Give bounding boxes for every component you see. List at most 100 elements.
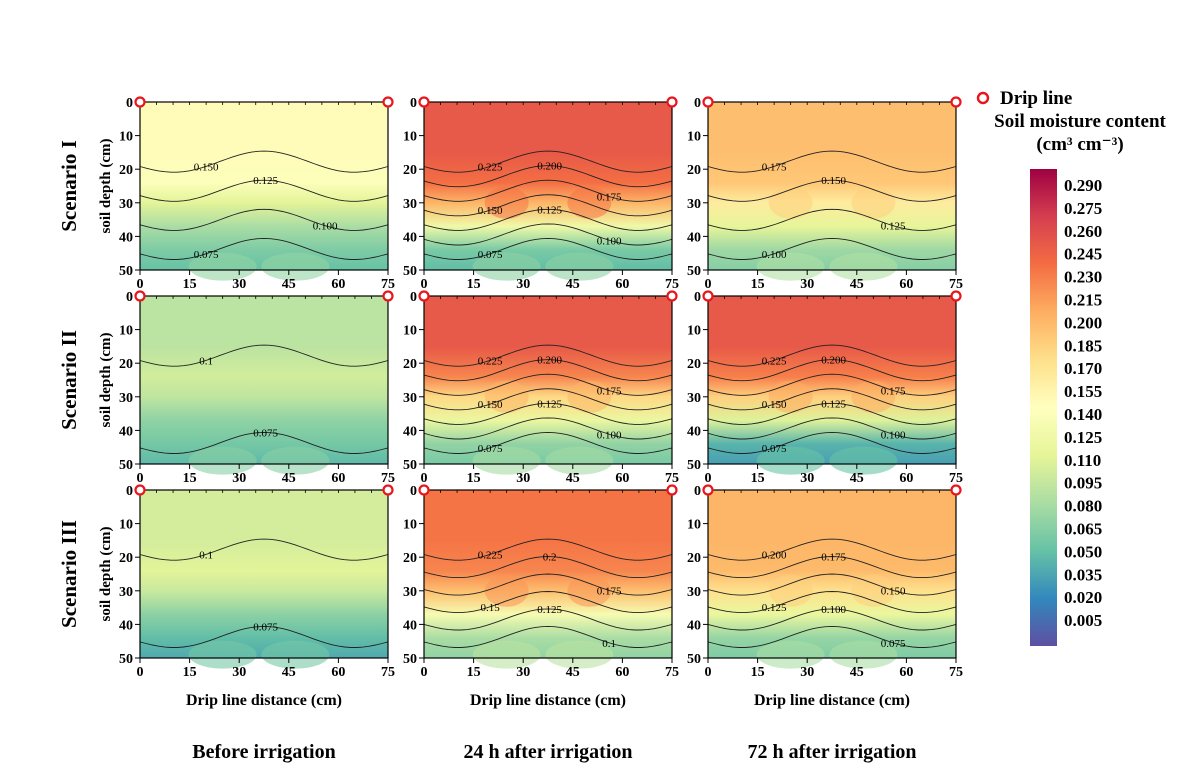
x-tick-label: 15 — [751, 665, 765, 680]
contour-label: 0.175 — [597, 386, 622, 398]
contour-label: 0.200 — [762, 549, 787, 561]
x-tick-label: 60 — [615, 277, 629, 292]
colorbar-tick-label: 0.035 — [1064, 565, 1102, 584]
wetting-bulb — [851, 186, 896, 219]
colorbar-tick-label: 0.095 — [1064, 474, 1102, 493]
contour-line — [139, 150, 389, 173]
x-tick-label: 75 — [665, 277, 679, 292]
contour-line — [423, 538, 673, 561]
x-tick-label: 0 — [421, 277, 428, 292]
colorbar-tick-label: 0.110 — [1064, 451, 1101, 470]
y-tick-label: 40 — [119, 424, 133, 439]
x-tick-label: 75 — [949, 277, 963, 292]
contour-line — [707, 417, 957, 440]
drip-line-marker — [382, 290, 394, 302]
y-tick-label: 50 — [119, 652, 133, 667]
y-tick-label: 50 — [403, 458, 417, 473]
colorbar-tick-label: 0.080 — [1064, 497, 1102, 516]
panel-frame — [423, 295, 673, 465]
y-tick-label: 10 — [687, 324, 701, 339]
contour-label: 0.150 — [821, 175, 846, 187]
drip-line-legend-label: Drip line — [1000, 88, 1072, 109]
contour-line — [707, 237, 957, 260]
contour-label: 0.175 — [597, 585, 622, 597]
x-tick-label: 45 — [850, 665, 864, 680]
contour-label: 0.075 — [253, 621, 278, 633]
x-tick-label: 45 — [850, 277, 864, 292]
colorbar-unit: (cm³ cm⁻³) — [1036, 134, 1123, 155]
column-label: 24 h after irrigation — [463, 741, 632, 763]
contour-line — [423, 237, 673, 260]
y-tick-label: 40 — [687, 230, 701, 245]
panel-1-2: 0.225 0.200 0.175 0.150 0.125 0.100 0.075 0 10 20… — [403, 96, 679, 292]
contour-line — [423, 625, 673, 648]
y-tick-label: 20 — [403, 551, 417, 566]
drip-line-marker — [666, 484, 678, 496]
contour-label: 0.075 — [762, 443, 787, 455]
moisture-lobe — [472, 640, 541, 669]
contour-line — [707, 359, 957, 382]
x-tick-label: 15 — [467, 471, 481, 486]
drip-line-marker — [666, 290, 678, 302]
contour-line — [423, 165, 673, 188]
y-tick-label: 30 — [119, 197, 133, 212]
contour-line — [423, 344, 673, 367]
panel-frame — [707, 295, 957, 465]
x-tick-label: 75 — [949, 471, 963, 486]
wetting-bulb — [567, 186, 612, 219]
contour-line — [139, 208, 389, 231]
wetting-bulb — [484, 380, 529, 413]
contour-line — [423, 208, 673, 231]
x-tick-label: 0 — [137, 471, 144, 486]
drip-line-marker — [950, 290, 962, 302]
contour-line — [707, 150, 957, 173]
contour-line — [707, 431, 957, 454]
contour-label: 0.100 — [597, 429, 622, 441]
x-tick-label: 0 — [137, 277, 144, 292]
x-tick-label: 30 — [516, 665, 530, 680]
contour-label: 0.075 — [478, 443, 503, 455]
contour-label: 0.150 — [478, 205, 503, 217]
moisture-lobe — [545, 252, 614, 281]
wetting-bulb — [768, 186, 813, 219]
drip-line-marker — [950, 484, 962, 496]
moisture-field — [140, 490, 388, 658]
contour-line — [423, 608, 673, 631]
x-tick-label: 75 — [381, 277, 395, 292]
contour-label: 0.100 — [313, 221, 338, 233]
moisture-lobe — [756, 640, 825, 669]
drip-line-marker — [950, 96, 962, 108]
moisture-lobe — [829, 640, 898, 669]
drip-line-legend-marker — [976, 91, 990, 105]
moisture-lobe — [188, 446, 257, 475]
contour-label: 0.125 — [821, 398, 846, 410]
contour-line — [707, 573, 957, 596]
y-tick-label: 0 — [126, 484, 133, 499]
x-tick-label: 45 — [566, 471, 580, 486]
row-label: Scenario I — [57, 140, 81, 232]
contour-label: 0.125 — [253, 175, 278, 187]
contour-line — [423, 359, 673, 382]
contour-line — [707, 556, 957, 579]
contour-label: 0.100 — [762, 249, 787, 261]
y-tick-label: 50 — [119, 264, 133, 279]
panel-grid: 0.150 0.125 0.100 0.075 0 10 20 30 40 50 0 15 30 45 60… — [98, 96, 963, 709]
contour-line — [423, 431, 673, 454]
wetting-bulb — [851, 380, 896, 413]
colorbar-tick-label: 0.260 — [1064, 222, 1102, 241]
colorbar-tick-label: 0.245 — [1064, 245, 1102, 264]
contour-line — [139, 538, 389, 561]
contour-line — [423, 573, 673, 596]
x-tick-label: 15 — [183, 665, 197, 680]
y-tick-label: 10 — [403, 130, 417, 145]
panel-frame — [139, 101, 389, 271]
panel-3-2: 0.225 0.2 0.175 0.15 0.125 0.1 0 10 20 30 40 50 0 15 3… — [403, 484, 679, 709]
panel-frame — [707, 489, 957, 659]
wetting-bulb — [768, 574, 813, 607]
contour-line — [423, 179, 673, 202]
x-tick-label: 60 — [615, 665, 629, 680]
colorbar-tick-label: 0.050 — [1064, 542, 1102, 561]
colorbar-tick-label: 0.155 — [1064, 382, 1102, 401]
y-tick-label: 30 — [119, 391, 133, 406]
